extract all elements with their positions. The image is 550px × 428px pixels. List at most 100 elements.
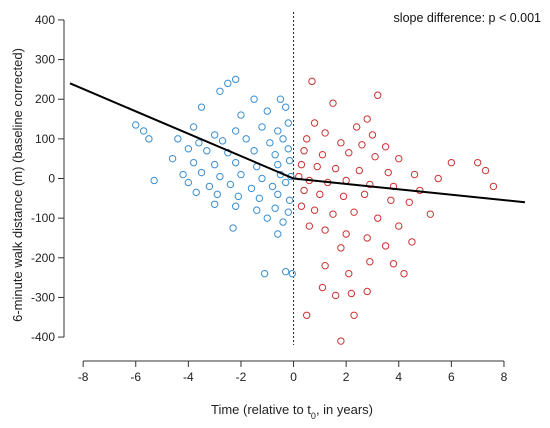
data-point-after [321, 226, 329, 234]
data-point-after [316, 190, 324, 199]
data-point-before [281, 103, 290, 111]
data-point-after [337, 139, 345, 147]
data-point-after [410, 170, 419, 179]
data-point-after [350, 208, 358, 216]
data-point-before [150, 176, 158, 185]
slope-annotation: slope difference: p < 0.001 [394, 11, 541, 25]
data-point-before [184, 145, 193, 153]
data-point-after [395, 154, 403, 163]
data-point-after [303, 135, 311, 143]
x-tick-label: 4 [395, 370, 402, 384]
data-point-before [132, 121, 140, 129]
y-tick-label: 400 [35, 13, 55, 27]
data-point-after [329, 210, 337, 218]
data-point-before [274, 127, 282, 135]
data-point-after [318, 151, 327, 159]
data-point-after [473, 158, 482, 167]
x-tick-label: -4 [183, 370, 194, 384]
data-point-before [279, 218, 287, 226]
data-point-after [310, 119, 319, 127]
data-point-after [426, 210, 435, 218]
data-point-before [229, 224, 237, 232]
data-point-before [284, 208, 292, 216]
data-point-before [216, 87, 224, 95]
data-point-after [355, 166, 364, 175]
x-axis-title-end: , in years) [316, 402, 373, 417]
data-point-before [184, 178, 193, 187]
y-tick-label: -400 [31, 330, 55, 344]
data-point-before [266, 139, 274, 147]
data-point-before [205, 182, 214, 191]
data-point-after [350, 311, 358, 319]
data-point-before [284, 119, 292, 127]
data-point-before [195, 139, 203, 147]
data-point-after [387, 196, 395, 205]
data-point-after [489, 182, 498, 191]
data-point-after [308, 77, 316, 86]
data-point-before [281, 267, 290, 276]
data-point-before [226, 180, 235, 189]
data-point-before [231, 75, 240, 84]
data-point-after [342, 230, 350, 238]
data-point-before [255, 194, 264, 203]
data-point-after [363, 234, 371, 242]
y-axis-title: 6-minute walk distance (m) (baseline cor… [10, 48, 25, 322]
data-point-after [337, 337, 345, 345]
data-point-before [197, 168, 206, 177]
data-point-before [247, 184, 256, 193]
data-point-after [300, 147, 308, 155]
data-point-after [321, 262, 329, 270]
data-point-after [366, 258, 374, 266]
data-point-after [305, 222, 314, 230]
data-point-before [258, 174, 266, 183]
x-tick-label: -2 [236, 370, 247, 384]
data-point-after [331, 164, 340, 173]
data-point-after [345, 149, 353, 157]
data-point-before [288, 269, 296, 278]
data-point-after [358, 141, 366, 149]
y-tick-label: 300 [35, 53, 55, 67]
axes: -400 -300 -200 -100 0 100 200 300 400 -8 -6 -4 -2 0 2 4… [31, 12, 508, 384]
data-point-before [231, 158, 240, 167]
data-point-before [174, 135, 182, 143]
data-point-after [297, 202, 306, 210]
data-point-after [447, 158, 456, 167]
data-point-after [310, 206, 319, 214]
data-point-after [408, 238, 416, 246]
data-point-before [250, 147, 258, 155]
data-point-before [189, 158, 198, 167]
data-point-before [258, 123, 266, 131]
data-point-before [145, 135, 153, 143]
data-point-before [213, 190, 221, 199]
data-point-before [250, 95, 258, 103]
data-point-before [216, 172, 224, 181]
data-point-before [274, 190, 282, 199]
data-point-after [297, 160, 306, 169]
data-point-before [285, 196, 294, 205]
data-point-after [374, 214, 382, 222]
data-point-after [352, 123, 361, 131]
data-point-after [381, 143, 390, 151]
y-tick-label: -200 [31, 251, 55, 265]
data-point-before [274, 160, 282, 169]
data-point-after [384, 168, 392, 177]
data-point-after [434, 174, 442, 183]
data-point-before [285, 156, 294, 165]
fit-lines [69, 82, 526, 204]
data-point-before [268, 182, 277, 191]
data-point-after [303, 311, 311, 319]
y-tick-label: -300 [31, 290, 55, 304]
data-point-before [281, 178, 290, 187]
data-point-after [368, 131, 377, 139]
y-tick-label: 0 [48, 172, 55, 186]
data-point-after [318, 283, 327, 292]
data-point-before [192, 188, 200, 197]
data-point-after [363, 287, 371, 296]
data-point-after [360, 190, 369, 199]
y-tick-label: 200 [35, 92, 55, 106]
data-point-before [237, 170, 245, 179]
x-axis-title-subscript: 0 [311, 411, 316, 421]
data-point-after [374, 91, 382, 99]
data-point-after [345, 269, 353, 278]
